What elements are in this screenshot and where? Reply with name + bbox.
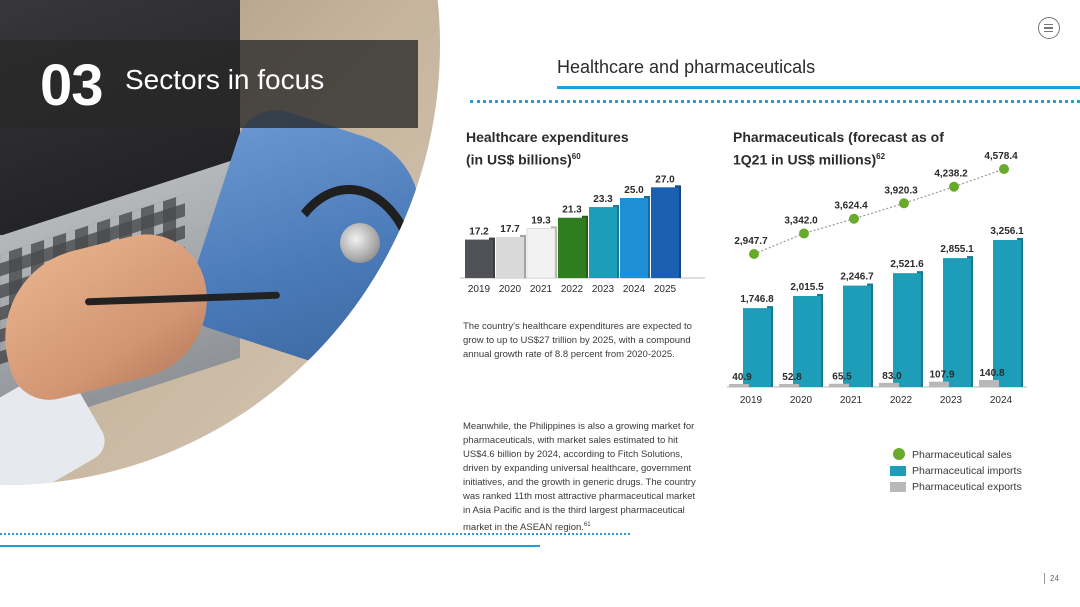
healthcare-chart-title: Healthcare expenditures (in US$ billions… [466, 128, 629, 170]
sales-data-label: 3,624.4 [834, 201, 868, 212]
data-label: 27.0 [655, 174, 675, 185]
imports-bar [743, 308, 771, 387]
menu-icon[interactable] [1038, 17, 1060, 39]
x-tick-label: 2020 [499, 284, 522, 295]
pharma-title-line2: 1Q21 in US$ millions) [733, 151, 877, 168]
footer-dotted-divider [0, 533, 630, 535]
data-label: 17.7 [500, 224, 520, 235]
header-underline [557, 86, 1080, 89]
sales-data-label: 3,342.0 [784, 215, 818, 226]
x-tick-label: 2020 [790, 395, 813, 406]
x-tick-label: 2025 [654, 284, 677, 295]
sales-data-label: 3,920.3 [884, 185, 918, 196]
bar [496, 236, 524, 278]
legend-swatch-exports [890, 482, 906, 492]
pharma-chart-title: Pharmaceuticals (forecast as of 1Q21 in … [733, 128, 944, 170]
page-number: 24 [1044, 573, 1059, 584]
sales-data-label: 4,578.4 [984, 151, 1018, 162]
x-tick-label: 2024 [623, 284, 646, 295]
exports-bar [979, 380, 999, 387]
exports-data-label: 52.8 [782, 372, 802, 383]
paragraph-pharma: Meanwhile, the Philippines is also a gro… [463, 421, 696, 534]
sales-data-label: 2,947.7 [734, 236, 768, 247]
exports-data-label: 40.9 [732, 372, 752, 383]
data-label: 25.0 [624, 185, 644, 196]
imports-data-label: 3,256.1 [990, 226, 1024, 237]
healthcare-expenditures-chart: 17.2 2019 17.7 2020 19.3 2021 21.3 2022 23.3 2023… [460, 174, 705, 295]
exports-bar [779, 384, 799, 387]
exports-bar [929, 381, 949, 387]
sales-point [949, 181, 959, 192]
section-title-banner [0, 40, 418, 128]
chart-legend: Pharmaceutical sales Pharmaceutical impo… [890, 447, 1022, 495]
bar [526, 228, 556, 279]
healthcare-title-line2: (in US$ billions) [466, 151, 572, 168]
imports-bar [793, 296, 821, 387]
dotted-divider [470, 100, 1080, 103]
sales-point [849, 213, 859, 224]
pharma-title-line1: Pharmaceuticals (forecast as of [733, 129, 944, 145]
footer-line [0, 545, 540, 547]
bar [651, 187, 679, 278]
sales-line [753, 168, 1005, 255]
x-tick-label: 2022 [890, 395, 913, 406]
imports-bar [843, 285, 871, 387]
pharmaceuticals-chart: 1,746.8 40.9 2019 2,015.5 52.8 2020 2,246.7 65.… [727, 151, 1027, 406]
bar [620, 198, 648, 278]
sales-point [999, 164, 1009, 174]
imports-data-label: 1,746.8 [740, 294, 774, 305]
exports-bar [729, 384, 749, 387]
pharma-footnote: 62 [876, 152, 886, 161]
stethoscope-head [340, 223, 380, 263]
section-number: 03 [40, 53, 104, 118]
legend-swatch-imports [890, 466, 906, 476]
section-title: Sectors in focus [125, 64, 325, 95]
exports-bar [829, 383, 849, 387]
sales-point [899, 198, 909, 209]
legend-item-sales: Pharmaceutical sales [890, 447, 1022, 463]
exports-data-label: 107.9 [929, 370, 954, 381]
sales-data-label: 4,238.2 [934, 169, 968, 180]
exports-data-label: 83.0 [882, 371, 902, 382]
healthcare-footnote: 60 [571, 152, 581, 161]
x-tick-label: 2021 [840, 395, 863, 406]
data-label: 21.3 [562, 205, 582, 216]
bar [589, 207, 617, 278]
x-tick-label: 2023 [592, 284, 615, 295]
imports-bar [993, 240, 1021, 387]
x-tick-label: 2021 [530, 284, 553, 295]
x-tick-label: 2022 [561, 284, 584, 295]
exports-data-label: 65.5 [832, 372, 852, 383]
legend-item-imports: Pharmaceutical imports [890, 463, 1022, 479]
paragraph-healthcare: The country's healthcare expenditures ar… [463, 321, 692, 360]
x-tick-label: 2019 [468, 284, 491, 295]
data-label: 19.3 [531, 215, 551, 226]
imports-bar [893, 273, 921, 387]
bar [558, 217, 586, 278]
x-tick-label: 2019 [740, 395, 763, 406]
x-tick-label: 2023 [940, 395, 963, 406]
x-tick-label: 2024 [990, 395, 1013, 406]
topic-heading: Healthcare and pharmaceuticals [557, 57, 816, 77]
imports-data-label: 2,855.1 [940, 244, 974, 255]
imports-data-label: 2,521.6 [890, 259, 924, 270]
imports-data-label: 2,246.7 [840, 272, 874, 283]
paragraph-footnote: 61 [583, 522, 591, 528]
bar [465, 239, 493, 278]
exports-data-label: 140.8 [979, 368, 1004, 379]
data-label: 23.3 [593, 194, 613, 205]
sales-point [749, 249, 759, 259]
imports-bar [943, 258, 971, 387]
healthcare-title-line1: Healthcare expenditures [466, 129, 629, 145]
sales-point [799, 228, 809, 239]
legend-swatch-sales [893, 448, 905, 460]
data-label: 17.2 [469, 227, 489, 238]
legend-item-exports: Pharmaceutical exports [890, 479, 1022, 495]
imports-data-label: 2,015.5 [790, 282, 824, 293]
exports-bar [879, 382, 899, 387]
stethoscope-tube [275, 185, 423, 403]
